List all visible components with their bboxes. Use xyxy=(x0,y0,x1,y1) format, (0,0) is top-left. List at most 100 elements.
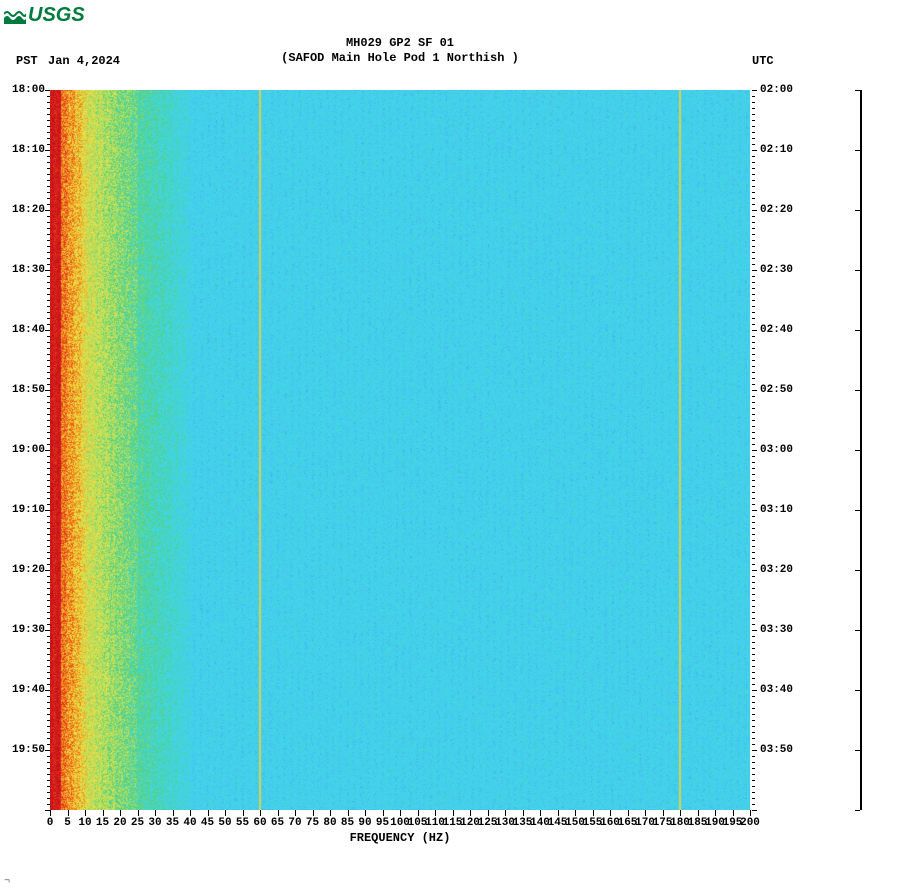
x-label: 20 xyxy=(113,817,126,829)
y-tick-right xyxy=(752,216,755,217)
y-tick-left xyxy=(47,204,50,205)
y-tick-right xyxy=(752,468,755,469)
left-timezone-label: PST xyxy=(16,54,38,68)
y-right-label: 02:20 xyxy=(760,204,810,216)
y-tick-right xyxy=(752,510,757,511)
x-tick xyxy=(663,810,664,816)
y-tick-left xyxy=(47,528,50,529)
x-tick xyxy=(68,810,69,816)
y-tick-right xyxy=(752,96,755,97)
y-tick-right xyxy=(752,174,755,175)
y-tick-right xyxy=(752,270,757,271)
y-tick-left xyxy=(47,252,50,253)
y-tick-left xyxy=(47,726,50,727)
y-tick-right xyxy=(752,150,757,151)
y-tick-left xyxy=(45,690,50,691)
logo-text: USGS xyxy=(28,4,85,27)
x-axis-title: FREQUENCY (HZ) xyxy=(50,831,750,845)
y-tick-left xyxy=(47,402,50,403)
y-tick-right xyxy=(752,192,755,193)
y-tick-right xyxy=(752,282,755,283)
x-tick xyxy=(85,810,86,816)
y-tick-right xyxy=(752,372,755,373)
y-tick-left xyxy=(47,324,50,325)
x-tick xyxy=(173,810,174,816)
y-tick-right xyxy=(752,714,755,715)
y-tick-right xyxy=(752,654,755,655)
y-tick-right xyxy=(752,162,755,163)
y-tick-right xyxy=(752,408,755,409)
y-tick-right xyxy=(752,516,755,517)
y-left-label: 18:20 xyxy=(0,204,45,216)
y-tick-right xyxy=(752,732,755,733)
x-label: 45 xyxy=(201,817,214,829)
y-tick-left xyxy=(47,648,50,649)
y-tick-left xyxy=(47,618,50,619)
x-tick xyxy=(208,810,209,816)
y-tick-right xyxy=(752,564,755,565)
y-tick-left xyxy=(47,792,50,793)
y-right-label: 02:10 xyxy=(760,144,810,156)
y-tick-left xyxy=(47,408,50,409)
x-tick xyxy=(540,810,541,816)
y-tick-left xyxy=(47,564,50,565)
right-timezone-label: UTC xyxy=(752,54,774,68)
y-tick-left xyxy=(45,210,50,211)
y-tick-left xyxy=(45,330,50,331)
y-tick-right xyxy=(752,348,755,349)
y-tick-left xyxy=(47,282,50,283)
y-tick-right xyxy=(752,594,755,595)
y-right-label: 02:00 xyxy=(760,84,810,96)
y-tick-right xyxy=(752,480,755,481)
x-tick xyxy=(295,810,296,816)
y-tick-left xyxy=(47,348,50,349)
y-tick-left xyxy=(45,750,50,751)
x-tick xyxy=(558,810,559,816)
y-tick-left xyxy=(47,288,50,289)
y-tick-right xyxy=(752,528,755,529)
y-tick-right xyxy=(752,276,755,277)
y-tick-right xyxy=(752,234,755,235)
y-tick-right xyxy=(752,222,755,223)
colorbar-tick xyxy=(855,450,860,451)
y-tick-left xyxy=(47,312,50,313)
y-tick-left xyxy=(47,138,50,139)
y-tick-right xyxy=(752,744,755,745)
y-left-label: 18:30 xyxy=(0,264,45,276)
y-tick-left xyxy=(47,456,50,457)
y-tick-left xyxy=(47,126,50,127)
x-tick xyxy=(523,810,524,816)
y-tick-right xyxy=(752,144,755,145)
x-label: 90 xyxy=(358,817,371,829)
y-axis-right-labels: 02:0002:1002:2002:3002:4002:5003:0003:10… xyxy=(760,90,810,810)
y-tick-right xyxy=(752,648,755,649)
y-tick-right xyxy=(752,228,755,229)
y-tick-left xyxy=(47,156,50,157)
y-tick-right xyxy=(752,612,755,613)
y-axis-right-ticks xyxy=(752,90,757,810)
x-label: 5 xyxy=(64,817,71,829)
y-right-label: 03:40 xyxy=(760,684,810,696)
y-tick-left xyxy=(47,762,50,763)
y-tick-left xyxy=(47,642,50,643)
y-tick-right xyxy=(752,324,755,325)
x-tick xyxy=(330,810,331,816)
x-tick xyxy=(418,810,419,816)
y-tick-left xyxy=(47,258,50,259)
x-label: 10 xyxy=(78,817,91,829)
y-tick-right xyxy=(752,780,755,781)
y-tick-right xyxy=(752,624,755,625)
y-tick-left xyxy=(47,198,50,199)
x-tick xyxy=(103,810,104,816)
x-tick xyxy=(505,810,506,816)
x-tick xyxy=(575,810,576,816)
x-label: 55 xyxy=(236,817,249,829)
y-tick-right xyxy=(752,534,755,535)
y-tick-right xyxy=(752,180,755,181)
x-label: 95 xyxy=(376,817,389,829)
y-tick-right xyxy=(752,204,755,205)
y-left-label: 19:50 xyxy=(0,744,45,756)
x-tick xyxy=(243,810,244,816)
y-tick-right xyxy=(752,636,755,637)
y-right-label: 02:30 xyxy=(760,264,810,276)
